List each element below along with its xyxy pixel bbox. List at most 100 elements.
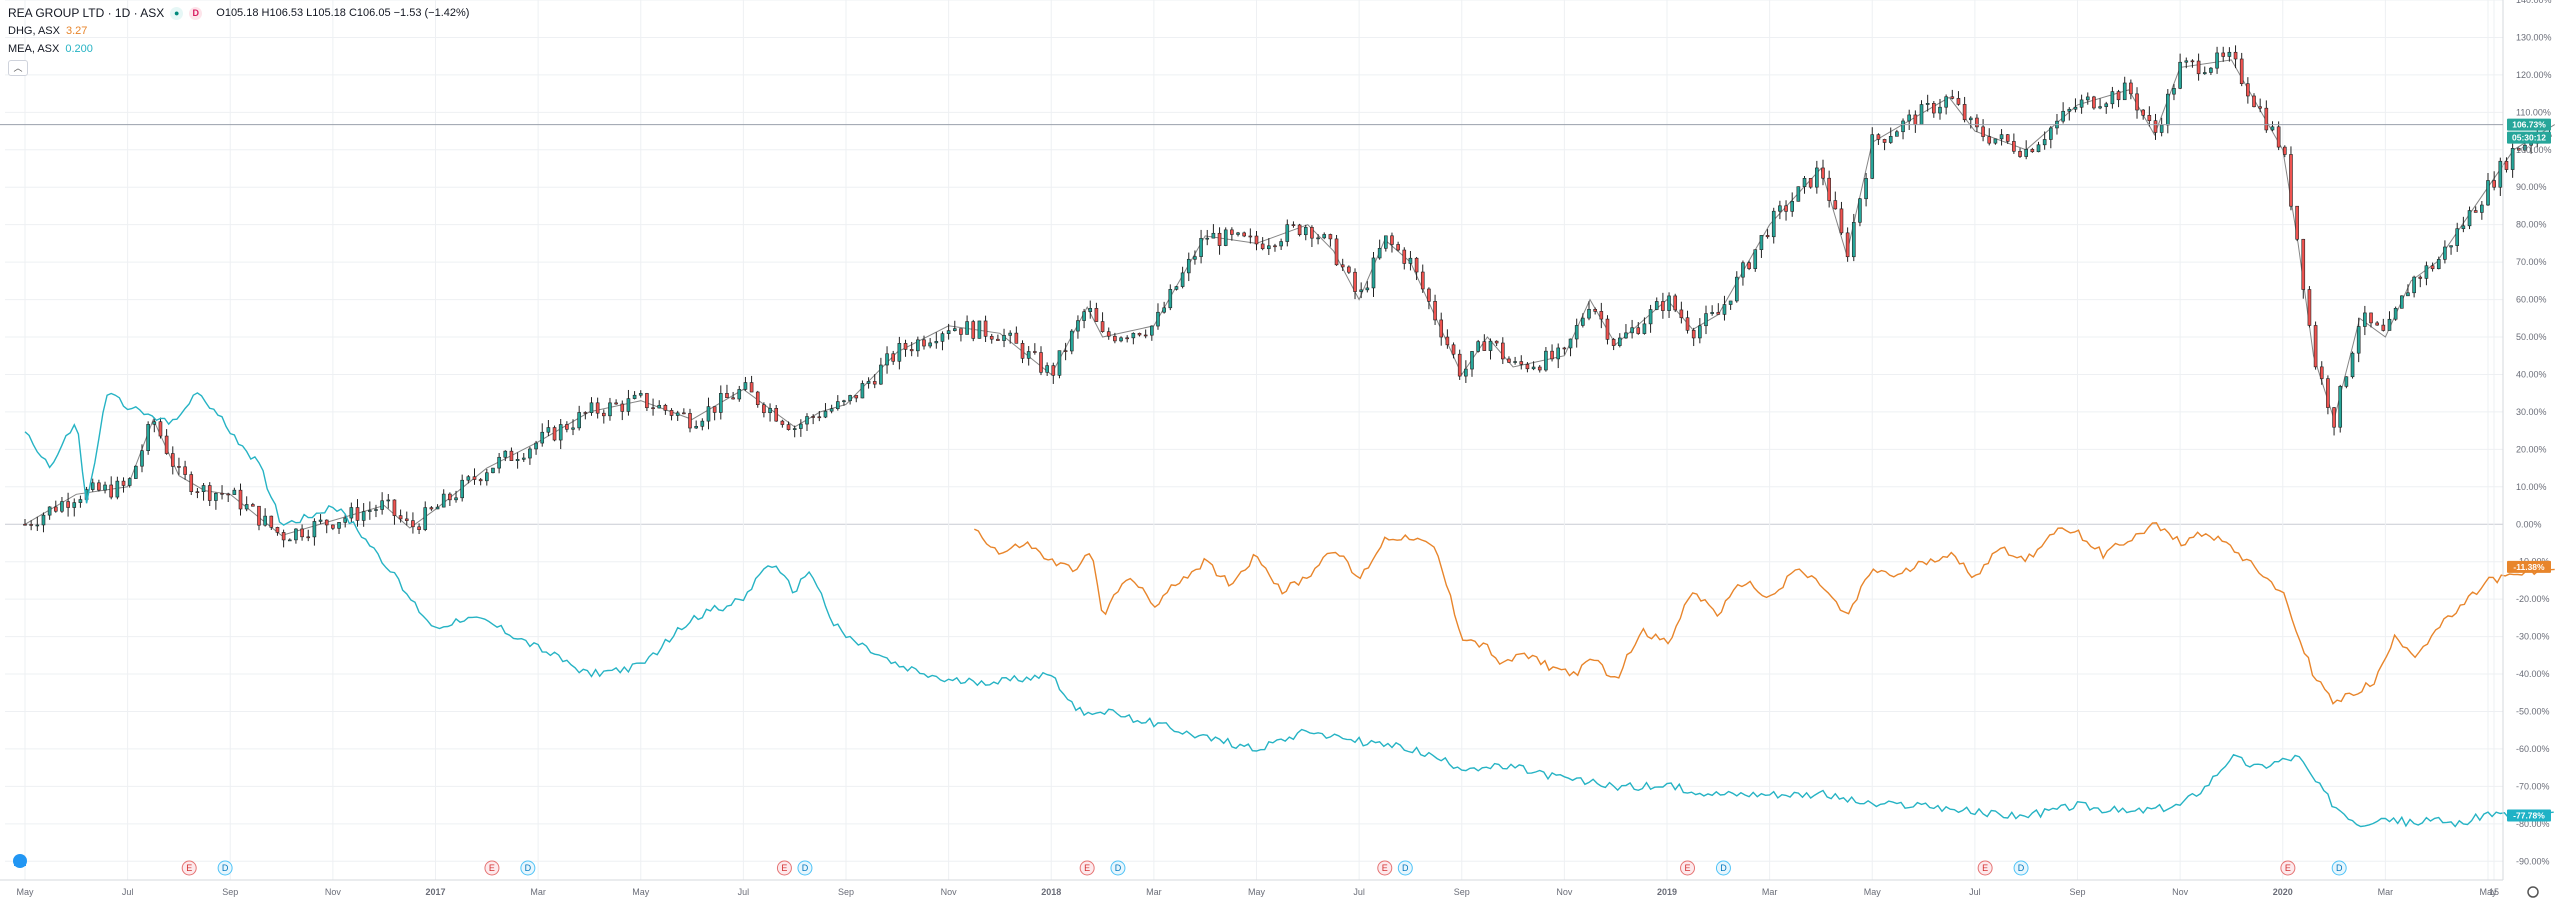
candle-body <box>1451 344 1456 355</box>
rea-candle <box>2122 76 2127 101</box>
event-label: E <box>1084 863 1090 873</box>
dividend-marker[interactable]: D <box>1715 860 1731 876</box>
candle-body <box>47 506 52 516</box>
candle-body <box>1968 117 1973 121</box>
rea-candle <box>2129 79 2133 100</box>
earnings-marker[interactable]: E <box>1977 860 1993 876</box>
rea-candle <box>423 501 428 532</box>
x-tick-label: May <box>16 887 34 897</box>
rea-candle <box>675 410 680 421</box>
dividend-marker[interactable]: D <box>797 860 813 876</box>
candle-body <box>805 416 809 425</box>
y-tick-label: -80.00% <box>2516 819 2550 829</box>
rea-candle <box>983 315 988 343</box>
rea-candle <box>441 489 446 508</box>
rea-candle <box>620 400 625 421</box>
candle-body <box>251 504 255 507</box>
candle-body <box>207 485 212 501</box>
candle-body <box>1347 266 1351 273</box>
rea-candle <box>971 319 976 342</box>
event-label: D <box>222 863 229 873</box>
candle-body <box>177 466 181 468</box>
candle-body <box>1525 364 1530 370</box>
rea-candle <box>1624 324 1628 339</box>
tradingview-logo-icon[interactable] <box>13 854 27 868</box>
event-circle <box>484 860 500 876</box>
rea-candle <box>1907 109 1911 130</box>
candle-body <box>1501 342 1505 360</box>
candle-body <box>2289 154 2293 207</box>
dividend-marker[interactable]: D <box>2013 860 2029 876</box>
dividend-marker[interactable]: D <box>1397 860 1413 876</box>
candle-body <box>1667 295 1671 311</box>
candle-body <box>977 320 982 339</box>
candle-body <box>2369 312 2373 324</box>
earnings-marker[interactable]: E <box>1079 860 1095 876</box>
rea-candle <box>115 476 120 500</box>
rea-candle <box>2492 171 2496 191</box>
rea-candle <box>608 397 612 421</box>
rea-candle <box>2289 146 2293 211</box>
symbol-title[interactable]: REA GROUP LTD · 1D · ASX <box>8 6 165 20</box>
candle-body <box>1833 200 1838 210</box>
legend-main-row[interactable]: REA GROUP LTD · 1D · ASX ● D O105.18 H10… <box>8 4 469 22</box>
rea-candle <box>799 419 803 437</box>
rea-candle <box>737 385 742 402</box>
earnings-marker[interactable]: E <box>484 860 500 876</box>
candle-body <box>1704 313 1708 327</box>
event-label: E <box>781 863 787 873</box>
candle-body <box>1895 131 1899 137</box>
candle-body <box>2172 88 2176 95</box>
rea-candle <box>1162 301 1166 314</box>
dividend-marker[interactable]: D <box>1110 860 1126 876</box>
earnings-marker[interactable]: E <box>181 860 197 876</box>
candle-body <box>1907 114 1911 122</box>
y-axis[interactable]: 140.00% 130.00% 120.00% 110.00% 100.00% 90.00… <box>2516 0 2552 866</box>
legend-compare-row[interactable]: DHG, ASX 3.27 <box>8 22 469 40</box>
rea-candle <box>2079 94 2084 114</box>
candle-body <box>97 482 101 491</box>
rea-candle <box>1845 227 1850 262</box>
candle-body <box>1439 319 1444 338</box>
legend-compare-row[interactable]: MEA, ASX 0.200 <box>8 40 469 58</box>
settings-icon[interactable] <box>2527 886 2539 898</box>
dividend-marker[interactable]: D <box>520 860 536 876</box>
candle-body <box>2350 352 2355 378</box>
candle-body <box>1944 96 1948 108</box>
y-tick-label: 30.00% <box>2516 407 2547 417</box>
candle-body <box>1673 295 1678 311</box>
earnings-marker[interactable]: E <box>1680 860 1696 876</box>
candle-body <box>1753 249 1758 269</box>
rea-candle <box>872 374 877 389</box>
candle-body <box>2135 93 2139 111</box>
rea-candle <box>2264 100 2269 133</box>
rea-candle <box>1950 89 1955 100</box>
rea-candle <box>47 506 52 520</box>
earnings-marker[interactable]: E <box>2280 860 2296 876</box>
dividend-marker[interactable]: D <box>217 860 233 876</box>
candle-body <box>1624 332 1628 339</box>
x-tick-label: Mar <box>2378 887 2394 897</box>
collapse-legend-button[interactable]: ︿ <box>8 60 28 76</box>
candle-body <box>2295 205 2299 240</box>
rea-candle <box>503 450 508 462</box>
event-label: E <box>489 863 495 873</box>
earnings-marker[interactable]: E <box>776 860 792 876</box>
candle-body <box>1562 347 1567 350</box>
earnings-marker[interactable]: E <box>1377 860 1393 876</box>
rea-candle <box>1667 292 1671 318</box>
candle-body <box>2246 83 2250 97</box>
y-tick-label: 120.00% <box>2516 70 2552 80</box>
x-tick-label: 15 <box>2489 887 2499 897</box>
candle-body <box>1605 318 1610 340</box>
rea-candle <box>2252 93 2256 108</box>
rea-candle <box>1802 175 1807 194</box>
candle-body <box>2030 149 2035 153</box>
dividend-marker[interactable]: D <box>2331 860 2347 876</box>
x-axis[interactable]: May Jul Sep Nov 2017 Mar May Jul Sep Nov 2018 Mar Ma… <box>16 887 2499 897</box>
candle-body <box>2436 259 2441 270</box>
rea-candle <box>448 492 452 506</box>
candle-body <box>244 504 249 510</box>
